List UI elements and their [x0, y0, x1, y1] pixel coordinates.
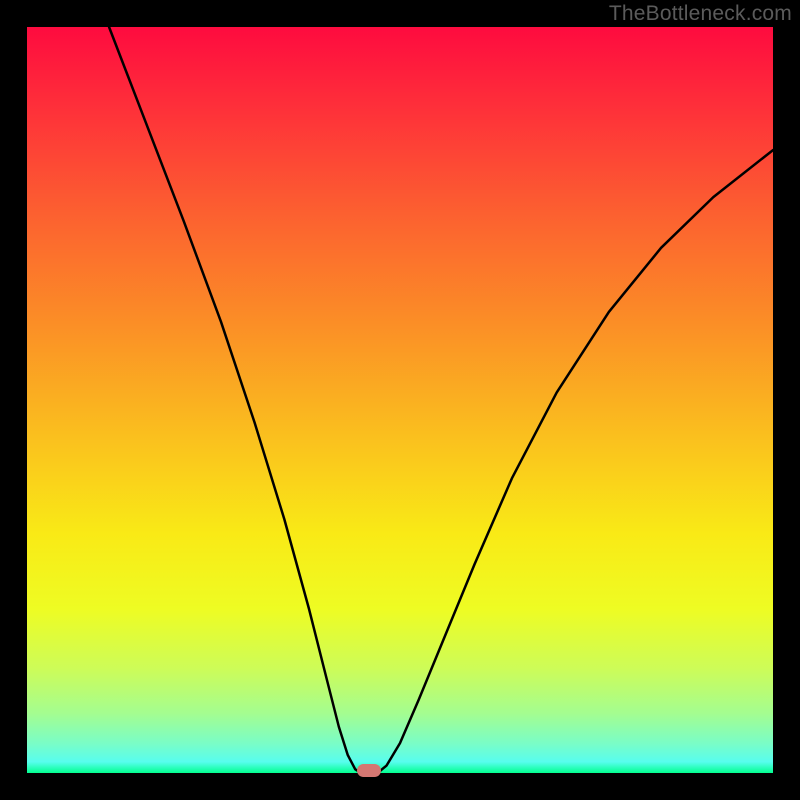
- curve-left-branch: [109, 27, 361, 773]
- plot-area: [27, 27, 773, 773]
- bottleneck-curve: [27, 27, 773, 773]
- chart-canvas: TheBottleneck.com: [0, 0, 800, 800]
- curve-right-branch: [378, 150, 773, 773]
- optimal-point-marker: [357, 764, 381, 777]
- watermark-text: TheBottleneck.com: [609, 2, 792, 26]
